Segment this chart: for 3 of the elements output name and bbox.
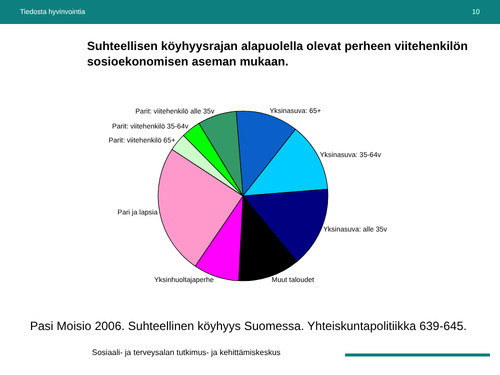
text: Sosiaali- ja terveysalan tutkimus- ja kehittämiskeskus [92, 348, 281, 357]
text: Pasi Moisio 2006. Suhteellinen köyhyys Suomessa. Yhteiskuntapolitiikka 639-645. [30, 319, 467, 333]
chart-title: Suhteellisen köyhyysrajan alapuolella olevat perheen viitehenkilön sosioekonomisen aseman mukaan. [87, 39, 468, 69]
